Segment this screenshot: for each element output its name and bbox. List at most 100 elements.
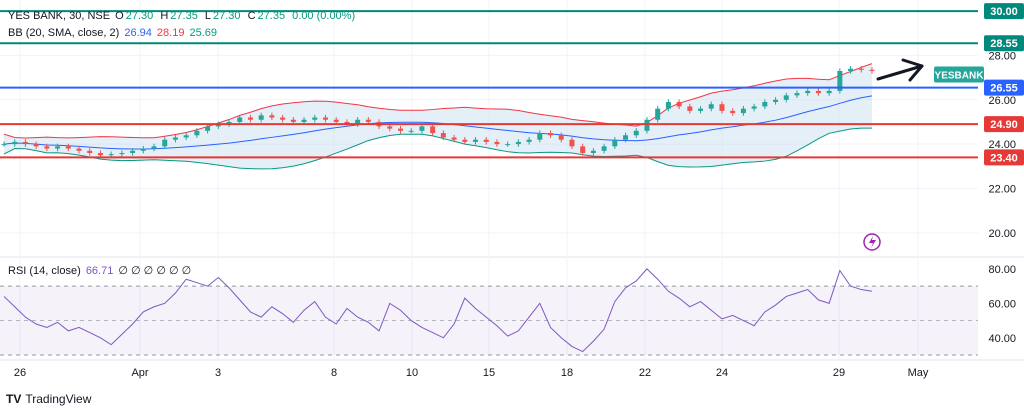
candle-body — [387, 126, 393, 129]
candle-body — [119, 153, 125, 155]
rsi-value: 66.71 — [85, 265, 114, 277]
level-label-bg — [984, 149, 1024, 166]
tv-icon: TV — [6, 392, 22, 406]
candle-body — [719, 104, 725, 111]
candle-body — [183, 135, 189, 138]
x-tick-label: 10 — [406, 367, 418, 379]
candle-body — [762, 102, 768, 107]
change-value: 0.00 (0.00%) — [292, 10, 356, 22]
level-label: 26.55 — [990, 83, 1018, 95]
candle-body — [140, 148, 146, 151]
candle-body — [22, 141, 28, 145]
bb-basis-line — [3, 95, 873, 150]
symbol-header: YES BANK, 30, NSE O 27.30 H 27.35 L 27.30 C… — [8, 10, 356, 22]
level-label-bg — [984, 116, 1024, 133]
candle-body — [430, 126, 436, 134]
candle-body — [569, 139, 575, 147]
candle-body — [740, 108, 746, 114]
candle-body — [869, 69, 875, 71]
candle-body — [751, 106, 757, 109]
candle-body — [783, 95, 789, 100]
tv-brand-label: TradingView — [25, 392, 92, 406]
price-tick-label: 28.00 — [988, 50, 1016, 62]
candle-body — [537, 133, 543, 140]
candle-body — [151, 146, 157, 149]
candle-body — [33, 144, 39, 147]
candle-body — [55, 146, 61, 149]
x-tick-label: May — [908, 367, 929, 379]
candle-body — [130, 150, 136, 153]
candle-body — [837, 70, 843, 91]
bb-lower-value: 25.69 — [189, 27, 218, 39]
candle-body — [12, 141, 18, 145]
level-label-bg — [984, 79, 1024, 96]
candle-body — [397, 128, 403, 131]
candle-body — [247, 117, 253, 120]
symbol-label[interactable]: YES BANK, 30, NSE — [8, 10, 111, 22]
symbol-tag-bg — [934, 66, 984, 83]
level-label: 23.40 — [990, 152, 1018, 164]
price-tick-label: 24.00 — [988, 139, 1016, 151]
bb-label[interactable]: BB (20, SMA, close, 2) — [8, 27, 120, 39]
candle-body — [462, 139, 468, 142]
candle-body — [87, 150, 93, 153]
candle-body — [698, 108, 704, 111]
candle-body — [301, 119, 307, 122]
arrow-shaft — [876, 64, 924, 81]
candle-body — [483, 139, 489, 142]
rsi-tick-label: 80.00 — [988, 264, 1016, 276]
level-label: 28.55 — [990, 38, 1018, 50]
candle-body — [708, 104, 714, 109]
candle-body — [494, 141, 500, 145]
lightning-icon — [863, 233, 881, 251]
candle-body — [44, 146, 50, 149]
x-tick-label: 3 — [215, 367, 221, 379]
level-label-bg — [984, 35, 1024, 52]
level-label-bg — [984, 3, 1024, 20]
candle-body — [815, 90, 821, 94]
candle-body — [108, 154, 114, 156]
candle-body — [655, 108, 661, 120]
candle-body — [805, 90, 811, 94]
candle-body — [226, 121, 232, 125]
candle-body — [665, 102, 671, 109]
x-tick-label: 15 — [483, 367, 495, 379]
candle-body — [473, 139, 479, 142]
bb-basis-value: 26.94 — [124, 27, 152, 39]
candle-body — [205, 126, 211, 131]
high-value: 27.35 — [170, 10, 198, 22]
x-tick-label: 24 — [716, 367, 728, 379]
candle-body — [258, 115, 264, 120]
lightning-bolt — [869, 236, 876, 248]
rsi-label[interactable]: RSI (14, close) — [8, 265, 81, 277]
candle-body — [333, 119, 339, 122]
candle-body — [858, 68, 864, 70]
rsi-extra: ∅ ∅ ∅ ∅ ∅ ∅ — [118, 265, 192, 277]
candle-body — [623, 135, 629, 140]
bb-lower-line — [3, 127, 873, 170]
low-value: 27.30 — [213, 10, 241, 22]
tradingview-logo[interactable]: TV TradingView — [6, 392, 91, 406]
candle-body — [451, 137, 457, 140]
candle-body — [644, 119, 650, 131]
candle-body — [408, 130, 414, 132]
candle-body — [505, 144, 511, 146]
candle-body — [601, 146, 607, 151]
price-tick-label: 20.00 — [988, 228, 1016, 240]
candle-body — [419, 126, 425, 131]
candle-body — [322, 117, 328, 120]
rsi-tick-label: 60.00 — [988, 298, 1016, 310]
candle-body — [526, 139, 532, 142]
bb-upper-line — [3, 63, 873, 139]
candle-body — [280, 117, 286, 120]
x-tick-label: 26 — [14, 367, 26, 379]
candle-body — [558, 135, 564, 140]
candle-body — [237, 117, 243, 122]
candle-body — [290, 119, 296, 122]
candle-body — [848, 68, 854, 71]
candle-body — [515, 141, 521, 145]
x-tick-label: 8 — [331, 367, 337, 379]
candle-body — [1, 144, 7, 146]
candle-body — [687, 106, 693, 111]
